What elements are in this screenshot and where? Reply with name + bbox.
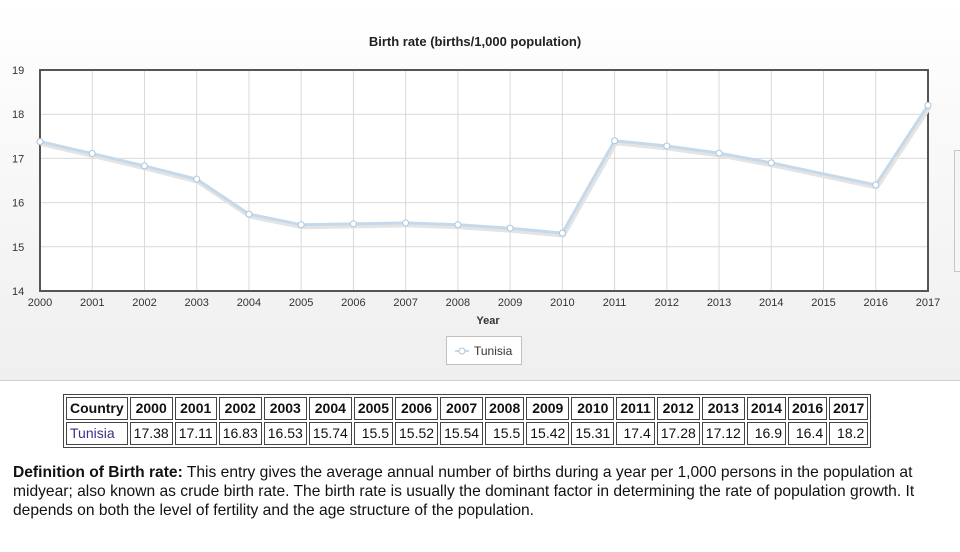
data-point: [767, 159, 775, 167]
scroll-edge[interactable]: [954, 150, 960, 272]
definition-label: Definition of Birth rate:: [13, 464, 183, 481]
y-tick-label: 14: [12, 286, 24, 298]
table-header-year: 2000: [129, 397, 173, 420]
table-country-link[interactable]: Tunisia: [66, 422, 128, 445]
x-tick-label: 2008: [446, 297, 470, 309]
table-cell-value: 15.52: [395, 422, 439, 445]
legend-marker-icon: [455, 346, 469, 356]
definition-text: Definition of Birth rate: This entry giv…: [13, 463, 948, 520]
data-point: [872, 181, 880, 189]
table-header-country: Country: [66, 397, 128, 420]
x-tick-label: 2004: [237, 297, 261, 309]
x-tick-label: 2014: [759, 297, 783, 309]
chart-panel: 2000 2001 2002 2003 2004 2005 2006 2007 2008 2009…: [0, 0, 960, 381]
table-header-year: 2008: [485, 397, 525, 420]
table-header-year: 2004: [308, 397, 352, 420]
x-tick-label: 2005: [289, 297, 313, 309]
table-cell-value: 15.74: [308, 422, 352, 445]
x-tick-label: 2013: [707, 297, 731, 309]
data-point: [558, 229, 566, 237]
table-cell-value: 15.5: [485, 422, 525, 445]
table-cell-value: 17.11: [174, 422, 217, 445]
table-header-year: 2012: [656, 397, 700, 420]
data-point: [245, 210, 253, 218]
x-tick-label: 2010: [550, 297, 574, 309]
table-cell-value: 16.4: [787, 422, 828, 445]
table-header-year: 2009: [526, 397, 570, 420]
table-cell-value: 15.31: [571, 422, 615, 445]
table-cell-value: 16.9: [746, 422, 786, 445]
x-tick-label: 2012: [655, 297, 679, 309]
table-header-row: Country 2000 2001 2002 2003 2004 2005 2006 2007…: [66, 397, 869, 420]
line-chart: 2000 2001 2002 2003 2004 2005 2006 2007 2008 2009…: [12, 65, 940, 327]
table-cell-value: 16.53: [263, 422, 307, 445]
chart-title: Birth rate (births/1,000 population): [368, 34, 582, 49]
data-point: [402, 219, 410, 227]
data-point: [297, 221, 305, 229]
table-row: Tunisia 17.38 17.11 16.83 16.53 15.74 15.5 15.…: [66, 422, 869, 445]
table-header-year: 2007: [440, 397, 484, 420]
table-cell-value: 17.28: [656, 422, 700, 445]
data-point: [611, 137, 619, 145]
x-axis-label: Year: [476, 315, 500, 327]
y-tick-label: 17: [12, 153, 24, 165]
data-point: [924, 101, 932, 109]
y-tick-label: 18: [12, 109, 24, 121]
data-point: [715, 149, 723, 157]
x-tick-label: 2015: [811, 297, 835, 309]
birth-rate-table: Country 2000 2001 2002 2003 2004 2005 2006 2007…: [63, 394, 872, 448]
table-header-year: 2005: [353, 397, 394, 420]
data-point: [88, 150, 96, 158]
table-header-year: 2013: [701, 397, 745, 420]
table-cell-value: 17.12: [701, 422, 745, 445]
data-point: [506, 224, 514, 232]
table-header-year: 2002: [218, 397, 262, 420]
table-header-year: 2006: [395, 397, 439, 420]
definition-body: This entry gives the average annual numb…: [13, 464, 915, 519]
table-cell-value: 15.42: [526, 422, 570, 445]
data-point: [193, 175, 201, 183]
table-header-year: 2010: [571, 397, 615, 420]
x-tick-label: 2002: [132, 297, 156, 309]
x-tick-label: 2007: [393, 297, 417, 309]
data-point: [663, 142, 671, 150]
x-tick-label: 2006: [341, 297, 365, 309]
table-cell-value: 16.83: [218, 422, 262, 445]
plot-area: [40, 70, 928, 291]
legend-label-tunisia: Tunisia: [474, 343, 513, 358]
x-tick-label: 2003: [184, 297, 208, 309]
y-tick-label: 15: [12, 242, 24, 254]
data-point: [349, 220, 357, 228]
table-cell-value: 15.54: [440, 422, 484, 445]
y-tick-label: 19: [12, 65, 24, 77]
table-header-year: 2016: [787, 397, 828, 420]
table-header-year: 2003: [263, 397, 307, 420]
x-tick-label: 2001: [80, 297, 104, 309]
x-tick-label: 2000: [28, 297, 52, 309]
table-cell-value: 15.5: [353, 422, 394, 445]
x-tick-label: 2011: [603, 297, 627, 309]
data-point: [140, 162, 148, 170]
chart-legend[interactable]: Tunisia: [446, 336, 522, 365]
data-point: [454, 221, 462, 229]
table-header-year: 2014: [746, 397, 786, 420]
x-tick-label: 2009: [498, 297, 522, 309]
table-cell-value: 18.2: [829, 422, 869, 445]
table-cell-value: 17.38: [129, 422, 173, 445]
y-tick-label: 16: [12, 198, 24, 210]
x-tick-label: 2017: [916, 297, 940, 309]
table-header-year: 2011: [616, 397, 655, 420]
table-header-year: 2001: [174, 397, 217, 420]
table-header-year: 2017: [829, 397, 869, 420]
x-tick-label: 2016: [864, 297, 888, 309]
plot-border: [39, 69, 929, 292]
data-point: [36, 138, 44, 146]
table-cell-value: 17.4: [616, 422, 655, 445]
